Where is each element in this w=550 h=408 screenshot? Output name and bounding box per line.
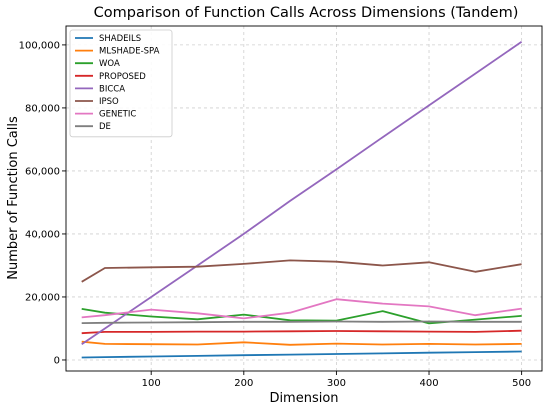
series-line-mlshade-spa [81,340,522,346]
x-tick-label: 100 [142,378,161,389]
x-tick-label: 400 [419,378,438,389]
series-line-shadeils [81,350,522,359]
x-axis-ticks: 100 200 300 400 500 [142,371,531,389]
y-tick-label: 60,000 [25,166,60,177]
x-tick-label: 200 [234,378,253,389]
series-lines [81,41,523,359]
legend-label: MLSHADE-SPA [99,47,160,57]
legend: SHADEILS MLSHADE-SPA WOA PROPOSED BICCA IPSO G… [69,29,173,138]
series-line-bicca [81,41,523,345]
series-line-de [81,320,522,324]
y-tick-label: 100,000 [19,40,60,51]
series-line-genetic [81,298,522,320]
legend-label: SHADEILS [99,34,141,44]
legend-box [69,29,173,138]
x-tick-label: 300 [327,378,346,389]
plot-frame [65,25,543,372]
y-tick-label: 20,000 [25,292,60,303]
y-axis-title: Number of Function Calls [6,116,21,280]
y-axis-ticks: 0 20,000 40,000 60,000 80,000 100,000 [19,40,66,366]
y-tick-label: 80,000 [25,103,60,114]
chart-title: Comparison of Function Calls Across Dime… [94,5,519,21]
series-line-ipso [81,259,522,283]
y-tick-label: 0 [54,355,60,366]
legend-label: IPSO [99,97,119,107]
legend-label: GENETIC [99,110,136,120]
legend-label: DE [99,122,111,132]
x-axis-title: Dimension [269,391,338,406]
legend-label: WOA [99,59,120,69]
legend-label: PROPOSED [99,72,146,82]
y-tick-label: 40,000 [25,229,60,240]
series-line-proposed [81,329,522,335]
x-tick-label: 500 [512,378,531,389]
legend-label: BICCA [99,84,125,94]
